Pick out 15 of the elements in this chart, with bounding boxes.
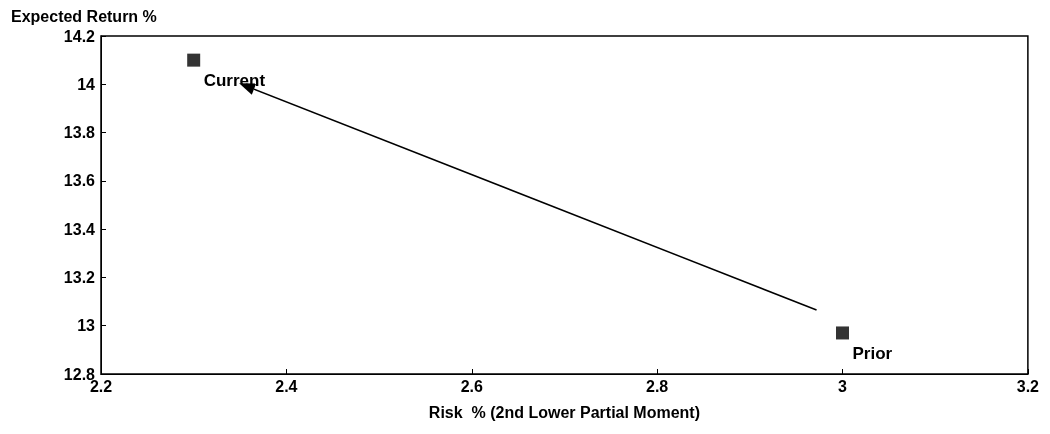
y-tick-label: 14 [77,75,96,93]
y-tick-label: 13.6 [63,172,96,190]
y-tick-label: 13 [77,317,96,335]
annotation: Prior [852,343,893,363]
y-tick-label: 14.2 [63,27,96,45]
y-tick-label: 13.8 [63,124,96,142]
y-tick-label: 13.4 [63,220,96,238]
x-tick-label: 2.6 [460,377,483,395]
x-tick-label: 2.4 [275,377,298,395]
x-axis-title: Risk % (2nd Lower Partial Moment) [428,403,701,421]
x-tick-label: 2.8 [646,377,669,395]
y-tick-label: 13.2 [63,268,96,286]
x-tick-label: 3.2 [1016,377,1040,395]
y-axis-title: Expected Return % [11,7,157,25]
x-tick-label: 3 [838,377,848,395]
